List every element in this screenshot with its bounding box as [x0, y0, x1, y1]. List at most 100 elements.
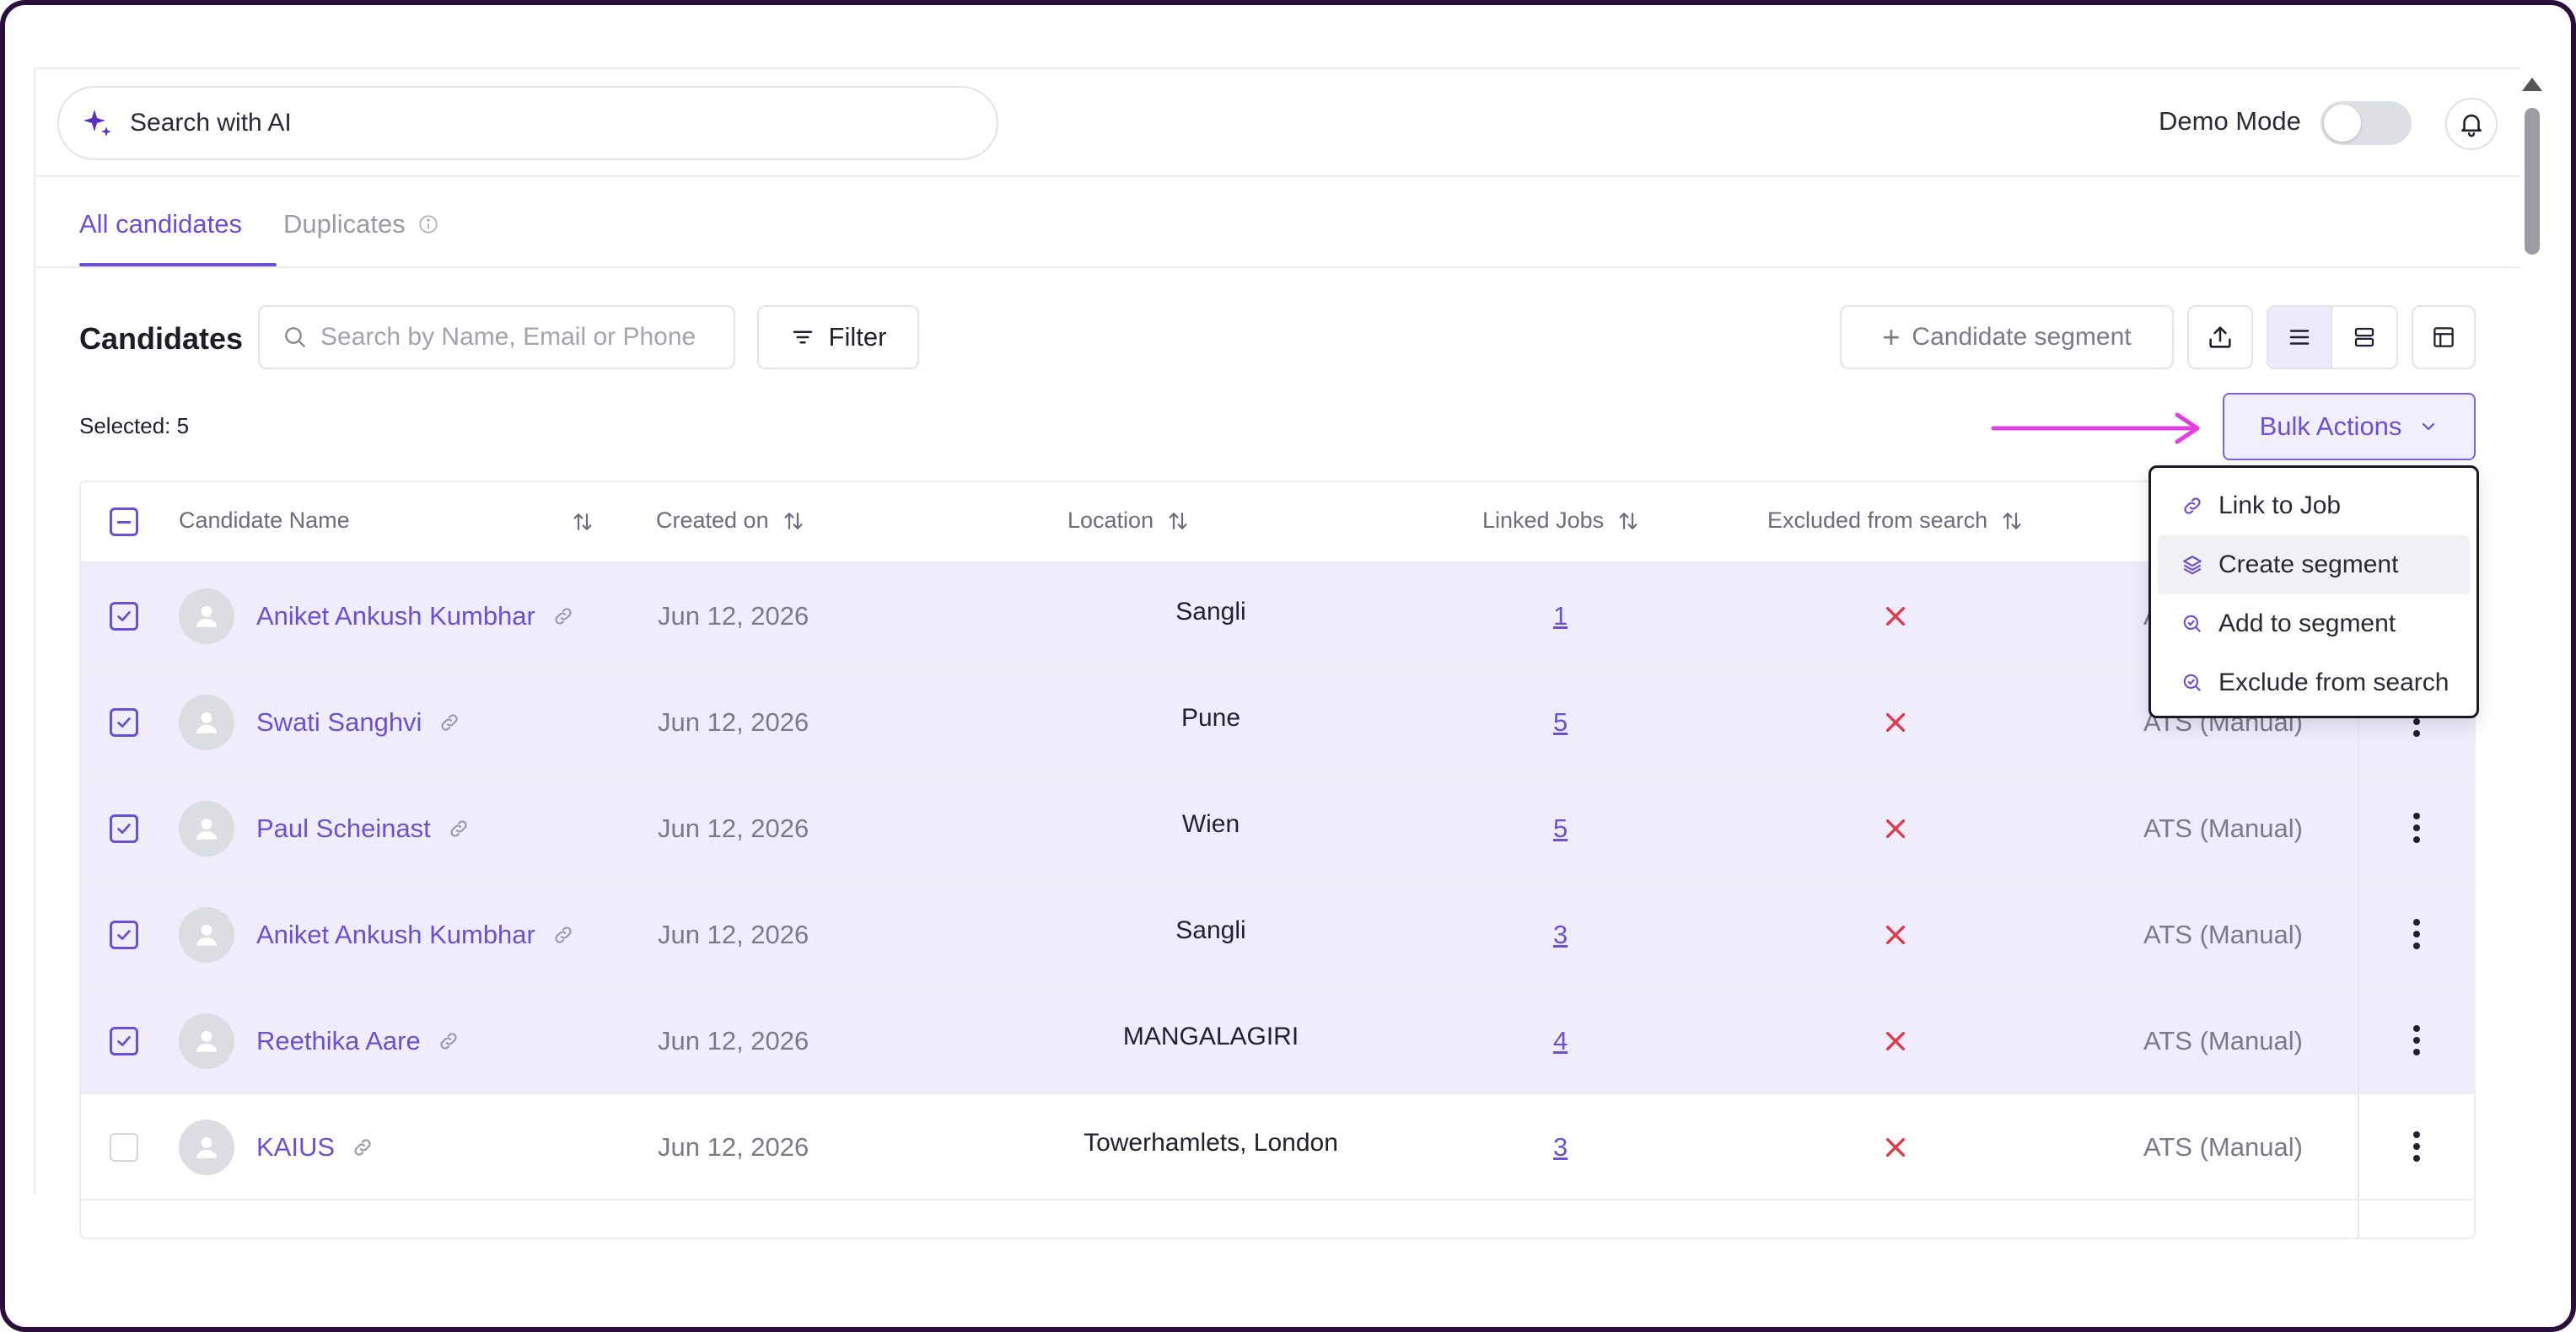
row-checkbox[interactable] [110, 921, 138, 949]
linked-jobs-link[interactable]: 5 [1553, 707, 1568, 737]
candidate-name-link[interactable]: KAIUS [256, 1132, 374, 1163]
table-row[interactable]: Paul Scheinast Jun 12, 2026 Wien 5 ATS (… [81, 776, 2474, 882]
user-icon [196, 712, 218, 733]
scroll-up-arrow-icon[interactable] [2522, 78, 2542, 91]
link-icon[interactable] [438, 1030, 460, 1052]
layers-icon [2183, 556, 2202, 575]
tab-duplicates[interactable]: Duplicates [283, 209, 439, 239]
search-placeholder: Search by Name, Email or Phone [320, 323, 696, 351]
table-row[interactable]: Aniket Ankush Kumbhar Jun 12, 2026 Sangl… [81, 882, 2474, 988]
row-actions-menu-icon[interactable] [2408, 1131, 2425, 1162]
location-cell: Sangli [1175, 916, 1246, 944]
menu-item-add-to-segment[interactable]: Add to segment [2158, 594, 2470, 653]
row-checkbox[interactable] [110, 1133, 138, 1162]
created-date: Jun 12, 2026 [658, 1132, 809, 1162]
row-actions-menu-icon[interactable] [2408, 1025, 2425, 1055]
sort-icon [784, 512, 803, 529]
header-excluded-label: Excluded from search [1767, 508, 1988, 533]
candidate-name: KAIUS [256, 1132, 336, 1162]
export-button[interactable] [2187, 305, 2253, 369]
info-icon [419, 215, 438, 234]
column-settings-button[interactable] [2412, 305, 2476, 369]
link-icon[interactable] [438, 712, 460, 733]
table-row[interactable]: KAIUS Jun 12, 2026 Towerhamlets, London … [81, 1094, 2474, 1200]
plus-icon: + [1882, 320, 1901, 354]
row-checkbox[interactable] [110, 602, 138, 631]
select-all-checkbox[interactable] [110, 508, 138, 536]
close-icon [1885, 712, 1906, 733]
filter-button[interactable]: Filter [757, 305, 919, 369]
menu-item-link-to-job[interactable]: Link to Job [2158, 476, 2470, 535]
row-checkbox[interactable] [110, 708, 138, 737]
menu-item-label: Exclude from search [2218, 669, 2450, 696]
column-header-linked-jobs[interactable]: Linked Jobs [1482, 508, 1641, 534]
check-icon [117, 717, 131, 728]
notifications-button[interactable] [2445, 98, 2498, 150]
linked-jobs-link[interactable]: 4 [1553, 1026, 1568, 1055]
sort-icon [1619, 512, 1638, 529]
link-icon[interactable] [352, 1136, 374, 1158]
list-view-button[interactable] [2268, 307, 2333, 368]
row-actions-menu-icon[interactable] [2408, 813, 2425, 843]
header-created-label: Created on [656, 508, 769, 533]
row-actions-menu-icon[interactable] [2408, 919, 2425, 949]
column-header-created[interactable]: Created on [656, 508, 806, 534]
check-icon [117, 611, 131, 621]
column-header-location[interactable]: Location [1068, 508, 1191, 534]
sort-icon[interactable] [570, 509, 595, 534]
demo-mode-toggle[interactable] [2321, 101, 2412, 145]
linked-jobs-link[interactable]: 3 [1553, 920, 1568, 949]
filter-label: Filter [828, 322, 887, 352]
created-date: Jun 12, 2026 [658, 1026, 809, 1055]
avatar [179, 1120, 234, 1175]
linked-jobs-link[interactable]: 3 [1553, 1132, 1568, 1162]
linked-jobs-link[interactable]: 1 [1553, 601, 1568, 631]
table-row[interactable]: Swati Sanghvi Jun 12, 2026 Pune 5 ATS (M… [81, 669, 2474, 776]
header-divider [34, 175, 2520, 177]
page-title: Candidates [79, 321, 244, 356]
menu-item-create-segment[interactable]: Create segment [2158, 535, 2470, 594]
bulk-actions-label: Bulk Actions [2259, 411, 2402, 441]
link-icon[interactable] [448, 818, 470, 840]
linked-jobs-link[interactable]: 5 [1553, 814, 1568, 843]
location-cell: Sangli [1175, 598, 1246, 626]
candidate-name-link[interactable]: Aniket Ankush Kumbhar [256, 920, 574, 950]
column-header-name[interactable]: Candidate Name [179, 508, 350, 534]
close-icon [1885, 1031, 1906, 1051]
menu-item-exclude-from-search[interactable]: Exclude from search [2158, 653, 2470, 712]
table-layout-icon [2433, 327, 2454, 347]
scrollbar-thumb[interactable] [2525, 108, 2540, 255]
close-icon [1885, 819, 1906, 839]
candidate-name-link[interactable]: Swati Sanghvi [256, 707, 460, 738]
link-icon[interactable] [552, 605, 574, 627]
candidate-name: Aniket Ankush Kumbhar [256, 920, 535, 949]
sort-icon [1169, 512, 1187, 529]
menu-item-label: Link to Job [2218, 491, 2342, 519]
created-date: Jun 12, 2026 [658, 920, 809, 949]
add-candidate-segment-button[interactable]: + Candidate segment [1840, 305, 2174, 369]
table-row[interactable]: Aniket Ankush Kumbhar Jun 12, 2026 Sangl… [81, 563, 2474, 669]
user-icon [196, 605, 218, 627]
candidate-search-input[interactable]: Search by Name, Email or Phone [258, 305, 735, 369]
avatar [179, 1013, 234, 1069]
user-icon [196, 924, 218, 946]
candidate-name-link[interactable]: Aniket Ankush Kumbhar [256, 601, 574, 631]
avatar [179, 588, 234, 644]
candidate-name-link[interactable]: Reethika Aare [256, 1026, 460, 1056]
row-checkbox[interactable] [110, 814, 138, 843]
check-icon [117, 1036, 131, 1046]
card-view-button[interactable] [2332, 307, 2396, 368]
segment-label: Candidate segment [1912, 323, 2132, 351]
avatar [179, 695, 234, 750]
tab-all-candidates[interactable]: All candidates [79, 209, 243, 239]
ai-search-input[interactable]: Search with AI [57, 86, 998, 160]
candidate-name-link[interactable]: Paul Scheinast [256, 814, 470, 844]
link-icon[interactable] [552, 924, 574, 946]
column-header-excluded[interactable]: Excluded from search [1767, 508, 2025, 534]
chevron-down-icon [2423, 422, 2435, 431]
avatar [179, 907, 234, 963]
bulk-actions-button[interactable]: Bulk Actions [2223, 393, 2476, 460]
annotation-arrow-icon [1991, 412, 2200, 444]
table-row[interactable]: Reethika Aare Jun 12, 2026 MANGALAGIRI 4… [81, 988, 2474, 1094]
row-checkbox[interactable] [110, 1027, 138, 1055]
